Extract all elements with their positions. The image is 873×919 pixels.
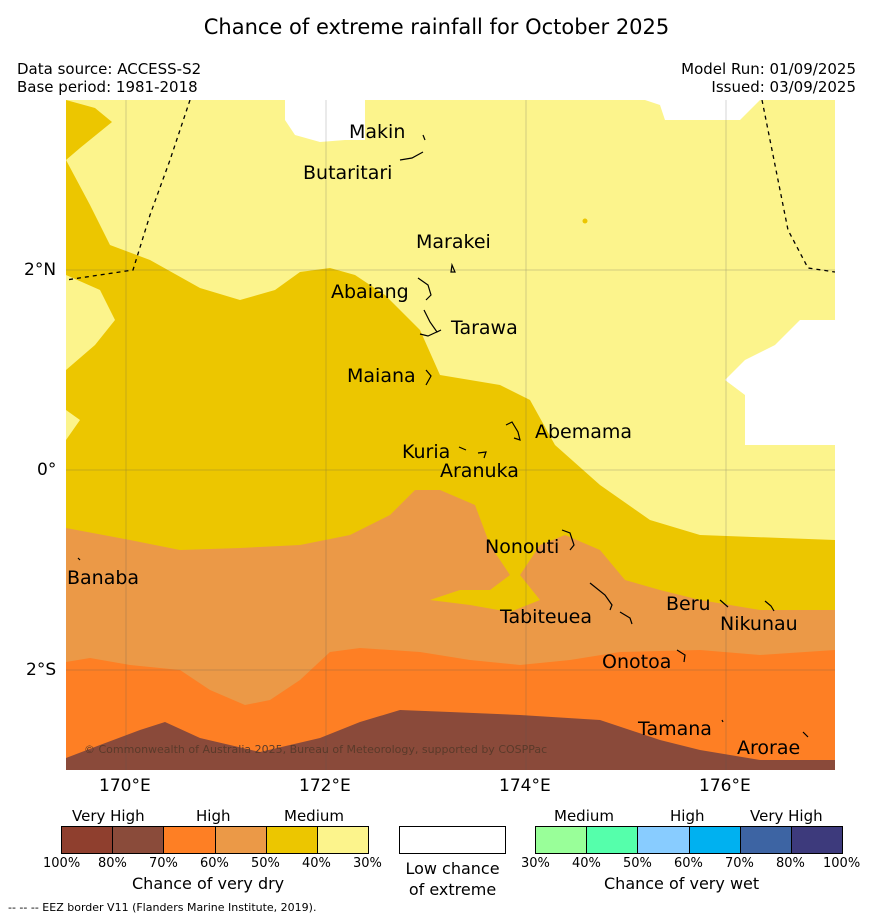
lat-tick-2s: 2°S — [26, 660, 57, 680]
wet-swatch-5 — [740, 827, 792, 853]
island-label-butaritari: Butaritari — [303, 162, 393, 184]
dry-swatch-1 — [62, 827, 114, 853]
dry-colorbar — [61, 826, 369, 854]
wet-pct-70: 70% — [725, 856, 754, 871]
wet-swatch-3 — [638, 827, 690, 853]
wet-swatch-2 — [587, 827, 639, 853]
dry-pct-40: 40% — [302, 856, 331, 871]
island-label-tabiteuea: Tabiteuea — [500, 606, 592, 628]
island-label-marakei: Marakei — [416, 231, 491, 253]
region-low-chance-east — [725, 320, 835, 445]
island-outlines — [77, 134, 809, 738]
lat-tick-0: 0° — [37, 460, 57, 480]
island-label-maiana: Maiana — [347, 365, 416, 387]
wet-legend-title: Chance of very wet — [604, 874, 760, 893]
dry-pct-50: 50% — [251, 856, 280, 871]
lat-tick-2n: 2°N — [24, 260, 57, 280]
map-field — [66, 100, 835, 770]
island-label-nikunau: Nikunau — [720, 613, 798, 635]
dry-pct-100: 100% — [43, 856, 81, 871]
dry-pct-70: 70% — [149, 856, 178, 871]
base-period-label: Base period: 1981-2018 — [17, 78, 198, 96]
wet-pct-80: 80% — [776, 856, 805, 871]
wet-pct-40: 40% — [572, 856, 601, 871]
island-label-makin: Makin — [349, 121, 406, 143]
low-chance-label-2: of extreme — [408, 880, 497, 899]
wet-header-very-high: Very High — [750, 807, 823, 825]
graticule — [66, 100, 835, 770]
region-low-chance-north — [285, 100, 365, 142]
island-label-tarawa: Tarawa — [451, 317, 518, 339]
island-label-abaiang: Abaiang — [331, 281, 409, 303]
island-label-aranuka: Aranuka — [440, 460, 519, 482]
wet-header-high: High — [670, 807, 705, 825]
dry-header-high: High — [196, 807, 231, 825]
low-chance-label-1: Low chance — [405, 859, 500, 878]
dry-pct-60: 60% — [200, 856, 229, 871]
island-label-tamana: Tamana — [638, 718, 712, 740]
lon-tick-176e: 176°E — [699, 776, 751, 796]
eez-footer-note: -- -- -- EEZ border V11 (Flanders Marine… — [8, 901, 317, 914]
small-dry-spot — [582, 218, 588, 224]
wet-swatch-1 — [536, 827, 588, 853]
region-medium-dry-dark-nw — [66, 100, 112, 160]
island-label-arorae: Arorae — [737, 737, 801, 759]
wet-swatch-4 — [689, 827, 741, 853]
wet-pct-100: 100% — [823, 856, 861, 871]
dry-header-very-high: Very High — [72, 807, 145, 825]
low-chance-swatch — [399, 826, 506, 854]
wet-pct-60: 60% — [674, 856, 703, 871]
lon-tick-170e: 170°E — [99, 776, 151, 796]
copyright-text: © Commonwealth of Australia 2025, Bureau… — [84, 743, 548, 756]
dry-pct-30: 30% — [353, 856, 382, 871]
data-source-label: Data source: ACCESS-S2 — [17, 60, 202, 78]
dry-swatch-4 — [215, 827, 267, 853]
dry-swatch-3 — [164, 827, 216, 853]
wet-colorbar — [535, 826, 843, 854]
island-label-abemama: Abemama — [535, 421, 633, 443]
lon-tick-172e: 172°E — [299, 776, 351, 796]
dry-swatch-5 — [266, 827, 318, 853]
region-low-chance-northeast — [645, 100, 835, 120]
dry-swatch-2 — [113, 827, 165, 853]
wet-swatch-6 — [791, 827, 843, 853]
model-run-label: Model Run: 01/09/2025 — [681, 60, 856, 78]
island-label-onotoa: Onotoa — [602, 651, 672, 673]
wet-pct-50: 50% — [623, 856, 652, 871]
issued-label: Issued: 03/09/2025 — [711, 78, 856, 96]
wet-header-medium: Medium — [554, 807, 614, 825]
island-label-kuria: Kuria — [402, 441, 451, 463]
dry-pct-80: 80% — [98, 856, 127, 871]
dry-header-medium: Medium — [284, 807, 344, 825]
island-label-banaba: Banaba — [67, 567, 140, 589]
dry-legend-title: Chance of very dry — [132, 874, 285, 893]
region-very-high-dry — [66, 710, 835, 770]
map-title: Chance of extreme rainfall for October 2… — [203, 15, 670, 39]
island-label-beru: Beru — [666, 593, 711, 615]
lon-tick-174e: 174°E — [499, 776, 551, 796]
wet-pct-30: 30% — [521, 856, 550, 871]
island-label-nonouti: Nonouti — [485, 536, 560, 558]
eez-border — [66, 100, 835, 281]
dry-swatch-6 — [317, 827, 369, 853]
